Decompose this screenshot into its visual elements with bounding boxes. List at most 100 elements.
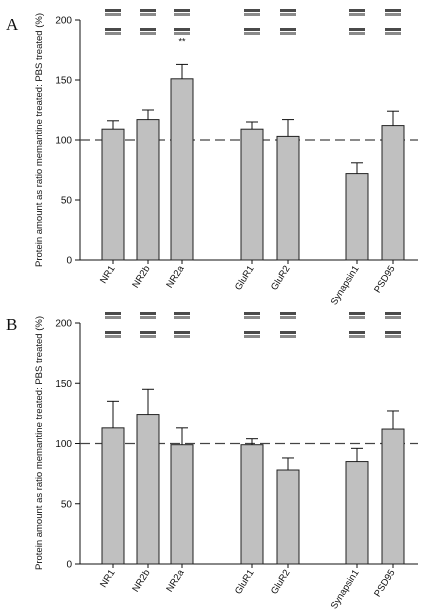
panel-a-blot-band <box>385 28 401 31</box>
panel-a-category-label-nr2a: NR2a <box>164 263 187 290</box>
panel-b-category-label-nr1: NR1 <box>98 568 117 590</box>
panel-a-blot-band <box>280 32 296 35</box>
panel-a-ylabel-text: Protein amount as ratio memantine treate… <box>34 13 45 267</box>
panel-b-blot-band <box>105 312 121 315</box>
panel-a-category-label-nr1: NR1 <box>98 264 117 286</box>
panel-a-bar-psd95 <box>381 125 405 261</box>
panel-a-y-tick-label: 50 <box>61 196 73 207</box>
panel-b-y-tick-label: 50 <box>61 499 73 510</box>
panel-b-blot-band <box>244 316 260 319</box>
panel-b-blot-band <box>385 316 401 319</box>
panel-b-bar-psd95 <box>381 428 405 565</box>
panel-b-blot-band <box>385 335 401 338</box>
panel-a-blot-band <box>244 32 260 35</box>
panel-a-blot-band <box>385 13 401 16</box>
panel-a-blot-band <box>385 32 401 35</box>
panel-b-blot-band <box>174 312 190 315</box>
panel-b-blot-band <box>140 335 156 338</box>
panel-a-blot-band <box>140 9 156 12</box>
panel-a-bar-synapsin1 <box>345 173 369 261</box>
panel-b-blot-bands-glur1 <box>244 312 260 338</box>
panel-b-blot-bands-glur2 <box>280 312 296 338</box>
panel-a-significance-annotation: ** <box>178 36 186 46</box>
panel-b-blot-band <box>280 312 296 315</box>
panel-b-blot-band <box>105 331 121 334</box>
panel-a-plot-area: 0 50 100 150 200 NR1 NR2b NR2a GluR1 GluR2 Synapsi… <box>55 9 418 307</box>
panel-a-blot-band <box>174 13 190 16</box>
panel-a-blot-band <box>174 32 190 35</box>
panel-b-blot-bands-nr1 <box>105 312 121 338</box>
panel-b-blot-band <box>174 331 190 334</box>
panel-a-blot-band <box>244 13 260 16</box>
panel-a-blot-bands-synapsin1 <box>349 9 365 35</box>
panel-a-y-tick-label: 0 <box>66 256 72 267</box>
panel-a-blot-band <box>349 32 365 35</box>
panel-a-blot-band <box>174 28 190 31</box>
panel-b-bar-nr1 <box>101 427 125 565</box>
panel-b-blot-band <box>140 312 156 315</box>
panel-b-blot-bands-synapsin1 <box>349 312 365 338</box>
panel-a: A Protein amount as ratio memantine trea… <box>6 9 418 307</box>
panel-b-plot-area: 0 50 100 150 200 NR1 NR2b NR2a GluR1 GluR2 Synapsi… <box>55 312 418 611</box>
panel-a-bar-glur1 <box>240 128 264 261</box>
panel-a-blot-bands-glur1 <box>244 9 260 35</box>
panel-b-category-label-psd95: PSD95 <box>372 568 397 599</box>
panel-a-blot-band <box>105 13 121 16</box>
panel-b-blot-band <box>105 316 121 319</box>
panel-a-blot-band <box>244 28 260 31</box>
panel-b-category-label-synapsin1: Synapsin1 <box>329 568 362 611</box>
panel-a-blot-bands-psd95 <box>385 9 401 35</box>
panel-b-ylabel: Protein amount as ratio memantine treate… <box>34 316 45 570</box>
panel-a-blot-band <box>349 9 365 12</box>
panel-a-blot-band <box>174 9 190 12</box>
panel-a-blot-band <box>105 9 121 12</box>
panel-b-blot-band <box>140 316 156 319</box>
panel-a-category-label-glur2: GluR2 <box>269 264 293 293</box>
panel-a-blot-band <box>349 13 365 16</box>
panel-a-blot-band <box>280 13 296 16</box>
panel-b-blot-band <box>349 312 365 315</box>
panel-a-blot-bands-nr2a <box>174 9 190 35</box>
panel-b-blot-band <box>244 331 260 334</box>
panel-b-letter: B <box>6 315 17 334</box>
panel-a-category-label-nr2b: NR2b <box>130 264 152 290</box>
panel-a-bar-nr2a <box>170 78 194 261</box>
panel-a-y-tick-label: 200 <box>55 16 72 27</box>
panel-a-blot-band <box>244 9 260 12</box>
panel-b-y-tick-label: 100 <box>55 439 72 450</box>
panel-b-bar-synapsin1 <box>345 461 369 565</box>
panel-b-blot-bands-nr2a <box>174 312 190 338</box>
panel-b-blot-band <box>140 331 156 334</box>
panel-b-y-tick-label: 0 <box>66 560 72 571</box>
panel-b-blot-band <box>385 331 401 334</box>
panel-a-blot-bands-nr1 <box>105 9 121 35</box>
panel-b-blot-band <box>105 335 121 338</box>
panel-a-bar-glur2 <box>276 135 300 261</box>
panel-b-blot-band <box>174 335 190 338</box>
panel-a-ylabel: Protein amount as ratio memantine treate… <box>34 13 45 267</box>
panel-a-category-label-psd95: PSD95 <box>372 264 397 295</box>
panel-b-bar-glur1 <box>240 444 264 565</box>
panel-a-blot-band <box>105 32 121 35</box>
panel-b-blot-band <box>244 335 260 338</box>
panel-b-bar-nr2a <box>170 444 194 565</box>
panel-b-y-tick-label: 200 <box>55 319 72 330</box>
panel-b-category-label-nr2b: NR2b <box>130 568 152 594</box>
panel-a-y-tick-label: 100 <box>55 136 72 147</box>
panel-b-blot-band <box>385 312 401 315</box>
panel-a-blot-band <box>280 28 296 31</box>
panel-b-blot-band <box>280 335 296 338</box>
panel-a-y-tick-label: 150 <box>55 76 72 87</box>
panel-a-blot-bands-nr2b <box>140 9 156 35</box>
panel-a-blot-band <box>280 9 296 12</box>
panel-b-blot-bands-nr2b <box>140 312 156 338</box>
panel-b: B Protein amount as ratio memantine trea… <box>6 312 418 611</box>
panel-a-bar-nr1 <box>101 128 125 261</box>
panel-b-bar-nr2b <box>136 414 160 565</box>
panel-b-blot-band <box>280 316 296 319</box>
panel-a-category-label-glur1: GluR1 <box>233 264 257 293</box>
panel-b-y-tick-label: 150 <box>55 379 72 390</box>
panel-b-blot-band <box>349 331 365 334</box>
panel-a-blot-band <box>140 13 156 16</box>
